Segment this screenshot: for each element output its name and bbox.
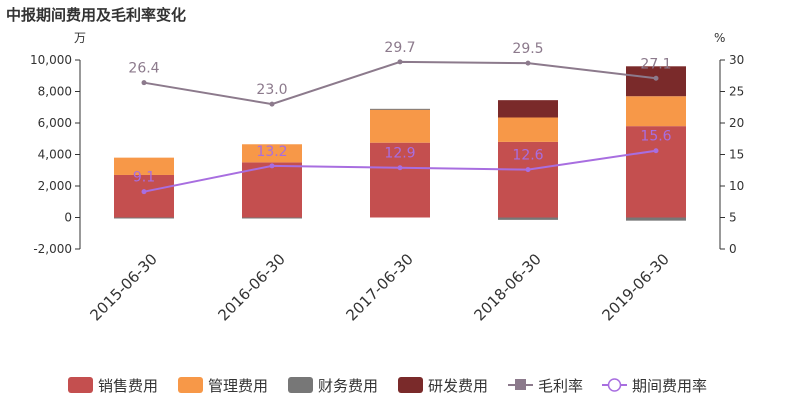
legend-swatch [178, 377, 203, 393]
data-label-0-2: 29.7 [384, 40, 415, 56]
chart-title: 中报期间费用及毛利率变化 [6, 6, 186, 24]
bar-series [114, 66, 686, 221]
data-label-0-4: 27.1 [640, 56, 671, 72]
legend-label: 销售费用 [98, 377, 158, 395]
left-tick-label: 6,000 [38, 116, 72, 130]
point-0-1 [269, 101, 275, 107]
legend-swatch [288, 377, 313, 393]
bar-0-2 [370, 142, 430, 218]
legend-item-3[interactable]: 研发费用 [398, 377, 488, 395]
legend[interactable]: 销售费用 管理费用 财务费用 研发费用 毛利率 期间费用率 [68, 377, 707, 395]
data-label-1-4: 15.6 [640, 129, 671, 145]
x-tick-label: 2015-06-30 [86, 250, 160, 324]
point-0-4 [653, 75, 659, 81]
right-axis-unit: % [714, 31, 725, 45]
left-tick-label: 10,000 [30, 53, 72, 67]
left-tick-label: 2,000 [38, 179, 72, 193]
legend-marker [515, 379, 526, 390]
bar-2-4 [626, 217, 686, 221]
point-1-3 [525, 167, 531, 173]
left-tick-label: 0 [64, 211, 72, 225]
bar-0-0 [114, 174, 174, 218]
x-axis-labels: 2015-06-30 2016-06-30 2017-06-30 2018-06-30… [86, 250, 672, 324]
bar-0-4 [626, 126, 686, 218]
right-tick-label: 30 [729, 53, 744, 67]
legend-item-2[interactable]: 财务费用 [288, 377, 378, 395]
data-label-1-3: 12.6 [512, 148, 543, 164]
left-tick-label: 8,000 [38, 85, 72, 99]
x-tick-label: 2018-06-30 [470, 250, 544, 324]
x-tick-label: 2019-06-30 [598, 250, 672, 324]
line-series: 26.4 23.0 29.7 29.5 27.1 9.1 13.2 12.9 12.6 15.6 [128, 40, 672, 195]
bar-3-4 [626, 66, 686, 97]
legend-item-0[interactable]: 销售费用 [68, 377, 158, 395]
point-0-0 [141, 80, 147, 86]
legend-marker [607, 378, 622, 392]
point-1-1 [269, 163, 275, 169]
bar-1-2 [370, 109, 430, 143]
bar-2-0 [114, 217, 174, 219]
point-1-2 [397, 165, 403, 171]
bar-2-2 [370, 108, 430, 110]
right-tick-label: 25 [729, 85, 744, 99]
point-1-4 [653, 148, 659, 154]
left-tick-label: 4,000 [38, 148, 72, 162]
legend-label: 财务费用 [318, 377, 378, 395]
bar-2-3 [498, 217, 558, 220]
legend-item-1[interactable]: 管理费用 [178, 377, 268, 395]
data-label-0-1: 23.0 [256, 82, 287, 98]
bar-2-1 [242, 217, 302, 219]
bar-0-1 [242, 162, 302, 218]
point-0-3 [525, 60, 531, 66]
left-tick-label: -2,000 [33, 242, 72, 256]
left-axis-unit: 万 [74, 31, 86, 45]
bar-0-3 [498, 141, 558, 218]
point-0-2 [397, 59, 403, 65]
bar-1-0 [114, 157, 174, 175]
right-tick-label: 20 [729, 116, 744, 130]
right-tick-label: 5 [729, 211, 737, 225]
x-tick-label: 2016-06-30 [214, 250, 288, 324]
legend-item-line-0[interactable]: 毛利率 [508, 377, 583, 395]
line-0 [143, 60, 657, 106]
right-tick-label: 10 [729, 179, 744, 193]
right-tick-label: 15 [729, 148, 744, 162]
right-tick-label: 0 [729, 242, 737, 256]
point-1-0 [141, 189, 147, 195]
legend-label: 研发费用 [428, 377, 488, 395]
data-label-1-1: 13.2 [256, 144, 287, 160]
axes: -2,000 0 2,000 4,000 6,000 8,000 10,000 0 5 10 15 2… [30, 53, 744, 256]
x-tick-label: 2017-06-30 [342, 250, 416, 324]
bar-1-4 [626, 96, 686, 127]
bar-1-1 [242, 144, 302, 163]
legend-item-line-1[interactable]: 期间费用率 [602, 377, 707, 395]
legend-label: 期间费用率 [632, 377, 707, 395]
data-label-0-0: 26.4 [128, 61, 159, 77]
bar-1-3 [498, 117, 558, 142]
bar-3-3 [498, 100, 558, 118]
legend-swatch [68, 377, 93, 393]
data-label-0-3: 29.5 [512, 41, 543, 57]
data-label-1-2: 12.9 [384, 146, 415, 162]
legend-label: 毛利率 [538, 377, 583, 395]
legend-swatch [398, 377, 423, 393]
data-label-1-0: 9.1 [133, 170, 155, 186]
legend-label: 管理费用 [208, 377, 268, 395]
